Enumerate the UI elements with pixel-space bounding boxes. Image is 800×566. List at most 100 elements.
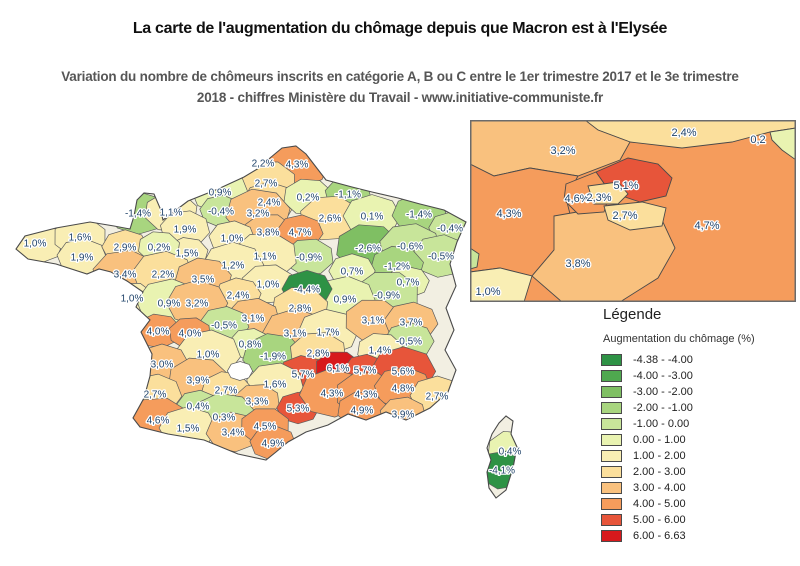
department-label: 1,5% bbox=[177, 424, 200, 435]
department-label: 5,7% bbox=[354, 366, 377, 377]
main-title: La carte de l'augmentation du chômage de… bbox=[132, 20, 668, 37]
department-label: -1,4% bbox=[125, 209, 151, 220]
department-label: 4,0% bbox=[147, 327, 170, 338]
legend-swatch bbox=[601, 434, 622, 446]
department-label: 0,9% bbox=[209, 188, 232, 199]
department-label: 1,0% bbox=[24, 239, 47, 250]
department-label: 5,7% bbox=[292, 370, 315, 381]
department-label: -0,4% bbox=[437, 224, 463, 235]
legend-swatch bbox=[601, 418, 622, 430]
department-label: 5,3% bbox=[287, 404, 310, 415]
inset-region bbox=[769, 127, 797, 161]
department-label: 3,3% bbox=[246, 397, 269, 408]
subtitle-line-2: 2018 - chiffres Ministère du Travail - w… bbox=[196, 90, 604, 105]
legend-class-label: 2.00 - 3.00 bbox=[633, 466, 686, 478]
department-label: 2,8% bbox=[289, 304, 312, 315]
legend-class-row: -1.00 - 0.00 bbox=[601, 416, 797, 432]
inset-region-label: 3,8% bbox=[565, 258, 590, 270]
legend-class-row: -4.38 - -4.00 bbox=[601, 352, 797, 368]
legend-class-label: -2.00 - -1.00 bbox=[633, 402, 693, 414]
inset-region-label: 1,0% bbox=[475, 286, 500, 298]
legend-class-label: 4.00 - 5.00 bbox=[633, 498, 686, 510]
department-label: 2,7% bbox=[426, 392, 449, 403]
department-label: 3,7% bbox=[400, 318, 423, 329]
legend-class-row: 0.00 - 1.00 bbox=[601, 432, 797, 448]
department-label: 3,4% bbox=[114, 270, 137, 281]
department-label: 4,3% bbox=[355, 390, 378, 401]
department-label: 0,2% bbox=[148, 243, 171, 254]
department-label: 2,2% bbox=[152, 270, 175, 281]
department-label: 3,1% bbox=[284, 329, 307, 340]
inset-region bbox=[587, 181, 629, 205]
department-label: 1,5% bbox=[176, 249, 199, 260]
inset-region-label: 5,1% bbox=[613, 180, 638, 192]
legend-swatch bbox=[601, 402, 622, 414]
department-label: 4,3% bbox=[286, 160, 309, 171]
department-label: 1,1% bbox=[254, 252, 277, 263]
department-label: 1,9% bbox=[174, 225, 197, 236]
department-label: 2,2% bbox=[252, 159, 275, 170]
department-label: -1,1% bbox=[335, 190, 361, 201]
department-label: 1,7% bbox=[317, 328, 340, 339]
department-label: 1,0% bbox=[197, 350, 220, 361]
department-label: 2,9% bbox=[114, 243, 137, 254]
legend-class-label: 5.00 - 6.00 bbox=[633, 514, 686, 526]
department-label: 2,7% bbox=[144, 390, 167, 401]
department-label: 0,4% bbox=[499, 447, 522, 458]
inset-region-label: 4,6% bbox=[564, 193, 589, 205]
legend-swatch bbox=[601, 498, 622, 510]
department-label: 1,0% bbox=[121, 294, 144, 305]
department-label: 2,4% bbox=[227, 291, 250, 302]
department-label: 4,9% bbox=[351, 406, 374, 417]
legend-swatch bbox=[601, 450, 622, 462]
department-label: 3,5% bbox=[192, 275, 215, 286]
inset-region-label: 4,7% bbox=[694, 220, 719, 232]
inset-region-label: 3,2% bbox=[550, 145, 575, 157]
department-label: 0,3% bbox=[213, 413, 236, 424]
department-label: 1,1% bbox=[160, 208, 183, 219]
department-label: 0,1% bbox=[361, 212, 384, 223]
department-label: 5,6% bbox=[392, 367, 415, 378]
department-label: 0,4% bbox=[187, 402, 210, 413]
department-label: -1,2% bbox=[384, 262, 410, 273]
legend-class-label: -4.38 - -4.00 bbox=[633, 354, 693, 366]
department-label: 1,9% bbox=[71, 253, 94, 264]
department-label: -0,9% bbox=[296, 253, 322, 264]
department-label: 2,7% bbox=[255, 179, 278, 190]
legend-subtitle: Augmentation du chômage (%) bbox=[603, 333, 755, 345]
department-label: 1,4% bbox=[369, 346, 392, 357]
legend-title: Légende bbox=[603, 306, 662, 323]
department-label: -0,4% bbox=[208, 207, 234, 218]
department-label: 4,7% bbox=[289, 228, 312, 239]
department-label: 4,0% bbox=[179, 329, 202, 340]
department-label: 0,9% bbox=[334, 295, 357, 306]
inset-region-label: 0,2 bbox=[750, 134, 765, 146]
department-label: 3,4% bbox=[222, 428, 245, 439]
france-map-svg: 2,2% 4,3%2,7%0,9%2,4% 0,2% -1,1%-0,4% 3,2% 2,… bbox=[15, 145, 523, 499]
department-label: 4,9% bbox=[262, 439, 285, 450]
legend-swatch bbox=[601, 530, 622, 542]
legend-swatch bbox=[601, 386, 622, 398]
department-label: 3,9% bbox=[187, 376, 210, 387]
legend-class-label: -4.00 - -3.00 bbox=[633, 370, 693, 382]
department-label: 3,9% bbox=[392, 410, 415, 421]
department-label: 2,7% bbox=[215, 386, 238, 397]
legend-class-row: 4.00 - 5.00 bbox=[601, 496, 797, 512]
department-label: -1,4% bbox=[406, 210, 432, 221]
department-label: 4,3% bbox=[321, 389, 344, 400]
legend-class-row: 6.00 - 6.63 bbox=[601, 528, 797, 544]
department-cell bbox=[227, 361, 253, 381]
inset-region-label: 2,7% bbox=[612, 210, 637, 222]
department-label: 6,1% bbox=[327, 364, 350, 375]
department-label: 1,2% bbox=[222, 261, 245, 272]
france-choropleth-map: 2,2% 4,3% 2,7% 0,9% 2,4% 0,2% -1,1% -0,4% 3,2% 2,… bbox=[0, 130, 540, 566]
subtitle-line-1: Variation du nombre de chômeurs inscrits… bbox=[61, 69, 739, 84]
department-label: 2,8% bbox=[307, 349, 330, 360]
department-label: 1,6% bbox=[264, 380, 287, 391]
department-label: -0,5% bbox=[428, 252, 454, 263]
legend-class-row: -3.00 - -2.00 bbox=[601, 384, 797, 400]
subtitle: Variation du nombre de chômeurs inscrits… bbox=[30, 66, 770, 108]
department-label: -2,6% bbox=[355, 244, 381, 255]
legend-class-label: -3.00 - -2.00 bbox=[633, 386, 693, 398]
